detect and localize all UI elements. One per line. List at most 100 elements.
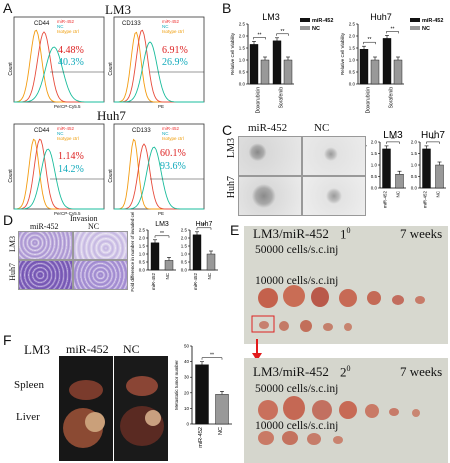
flow0-blue-pct: 40.3% [58, 57, 84, 68]
sphere-photo-huh7-mir [238, 176, 302, 216]
legend-label-mir: miR-452 [312, 18, 333, 24]
panel-d-col-nc: NC [88, 222, 100, 231]
y-tick-label: 2.0 [181, 236, 188, 241]
legend-mir: miR-452 [57, 126, 75, 131]
x-tick-label: NC [207, 272, 212, 279]
panel-d-row-huh7: Huh7 [8, 263, 17, 281]
tumor [258, 431, 274, 445]
panel-d-title: Invasion [70, 214, 98, 223]
y-axis-label: Metastatic tumor number [174, 360, 179, 410]
legend-swatch-mir [300, 18, 310, 22]
bar [206, 253, 216, 271]
y-tick-label: 2.0 [349, 34, 356, 39]
x-tick-label: miR-452 [193, 273, 198, 291]
tumor [282, 431, 298, 445]
tumor [333, 436, 343, 444]
bar [382, 38, 392, 85]
tumor [389, 408, 399, 416]
y-tick-label: 1.0 [139, 252, 146, 257]
arrow-shaft [256, 339, 258, 355]
y-axis-label: Fold difference in number of invaded cel… [130, 212, 135, 292]
y-tick-label: 0.5 [371, 174, 378, 179]
tumor [307, 433, 321, 445]
x-tick-label: Sorafenib [279, 87, 285, 109]
sig-bracket [363, 41, 376, 45]
flow0-xlab: PerCP-Cy5.5 [54, 104, 81, 109]
panel-d-row-lm3: LM3 [8, 236, 17, 252]
y-axis-label: Relative Cell Viability [230, 32, 235, 75]
panel-c-label: C [222, 122, 233, 138]
y-tick-label: 2.0 [411, 140, 418, 145]
y-tick-label: 0.5 [239, 70, 246, 75]
y-tick-label: 0.0 [181, 268, 188, 273]
y-tick-label: 1.5 [349, 46, 356, 51]
tumor [367, 291, 381, 305]
y-tick-label: 0.0 [239, 82, 246, 87]
y-tick-label: 0.0 [411, 186, 418, 191]
sig-bracket [386, 141, 400, 144]
tumor [412, 409, 420, 417]
sig-label: ** [431, 137, 435, 143]
y-tick-label: 2.5 [181, 228, 188, 233]
sphere-photo-huh7-nc [302, 176, 366, 216]
chart-title: LM3 [383, 130, 403, 141]
flow-chart-lm3-cd44: Count [8, 16, 105, 103]
legend-iso: Isotype ctrl [162, 29, 184, 34]
spleen [126, 376, 158, 396]
flow2-marker: CD44 [34, 128, 50, 134]
panel-c-col-mir: miR-452 [248, 122, 288, 134]
sig-bracket [253, 37, 266, 40]
sphere-photo-lm3-mir [238, 136, 302, 176]
panel-e-top-title: LM3/miR-452 [253, 226, 329, 241]
sig-label: ** [391, 137, 395, 143]
flow3-blue-pct: 93.6% [160, 161, 186, 172]
invasion-photo-lm3-mir [18, 231, 73, 260]
gen-number: 2 [340, 364, 347, 380]
bar [359, 49, 369, 85]
tumor [323, 323, 333, 331]
tumor [279, 321, 289, 331]
sig-bracket [154, 235, 170, 238]
bar [382, 148, 391, 189]
panel-b-chart: LM3 0.0 0.5 1.0 1.5 2.0 2.5 Relative Cell Viabi… [230, 12, 294, 113]
sig-label: ** [258, 32, 262, 38]
legend-nc: NC [57, 131, 64, 136]
flow-chart-huh7-cd44: Count [8, 123, 105, 210]
panel-c-row-lm3: LM3 [226, 138, 237, 158]
y-axis-label: Count [108, 169, 114, 183]
legend-label-mir: miR-452 [422, 18, 443, 24]
y-tick-label: 0.0 [349, 82, 356, 87]
flow1-marker: CD133 [122, 21, 141, 27]
sig-bracket [196, 227, 212, 230]
legend-iso: Isotype ctrl [57, 136, 79, 141]
y-tick-label: 1.0 [371, 163, 378, 168]
panel-c-chart: LM3 0.0 0.5 1.0 1.5 2.0 Fold difference of tum… [366, 130, 406, 208]
panel-c-chart: Huh7 0.0 0.5 1.0 1.5 2.0 miR-452 NC ** [411, 130, 446, 208]
panel-e-label: E [230, 222, 240, 238]
panel-a-flow-charts: Count Count Count Count [8, 16, 205, 210]
y-tick-label: 1.5 [239, 46, 246, 51]
x-tick-label: NC [165, 272, 170, 279]
sig-label: ** [281, 29, 285, 35]
y-tick-label: 0 [186, 422, 189, 427]
y-axis-label: Count [108, 62, 114, 76]
sig-bracket [426, 141, 440, 144]
y-axis-label: Relative Cell Viability [340, 32, 345, 75]
tumor [415, 296, 425, 304]
panel-a-huh7-title: Huh7 [97, 108, 126, 123]
y-tick-label: 0.5 [181, 260, 188, 265]
gen-sup: 0 [346, 226, 351, 235]
legend-nc: NC [57, 24, 64, 29]
flow2-blue-pct: 14.2% [58, 164, 84, 175]
bar [249, 44, 259, 85]
y-tick-label: 20 [184, 390, 190, 395]
invasion-photo-lm3-nc [73, 231, 128, 260]
sig-bracket [201, 357, 223, 360]
y-tick-label: 50 [184, 344, 190, 349]
y-tick-label: 0.5 [349, 70, 356, 75]
sig-label: ** [160, 231, 164, 237]
x-tick-label: NC [218, 427, 224, 435]
flow1-texts: CD133 miR-452 NC Isotype ctrl 6.91% 26.9… [114, 17, 204, 109]
y-tick-label: 1.5 [411, 151, 418, 156]
chart-title: Huh7 [421, 130, 445, 141]
